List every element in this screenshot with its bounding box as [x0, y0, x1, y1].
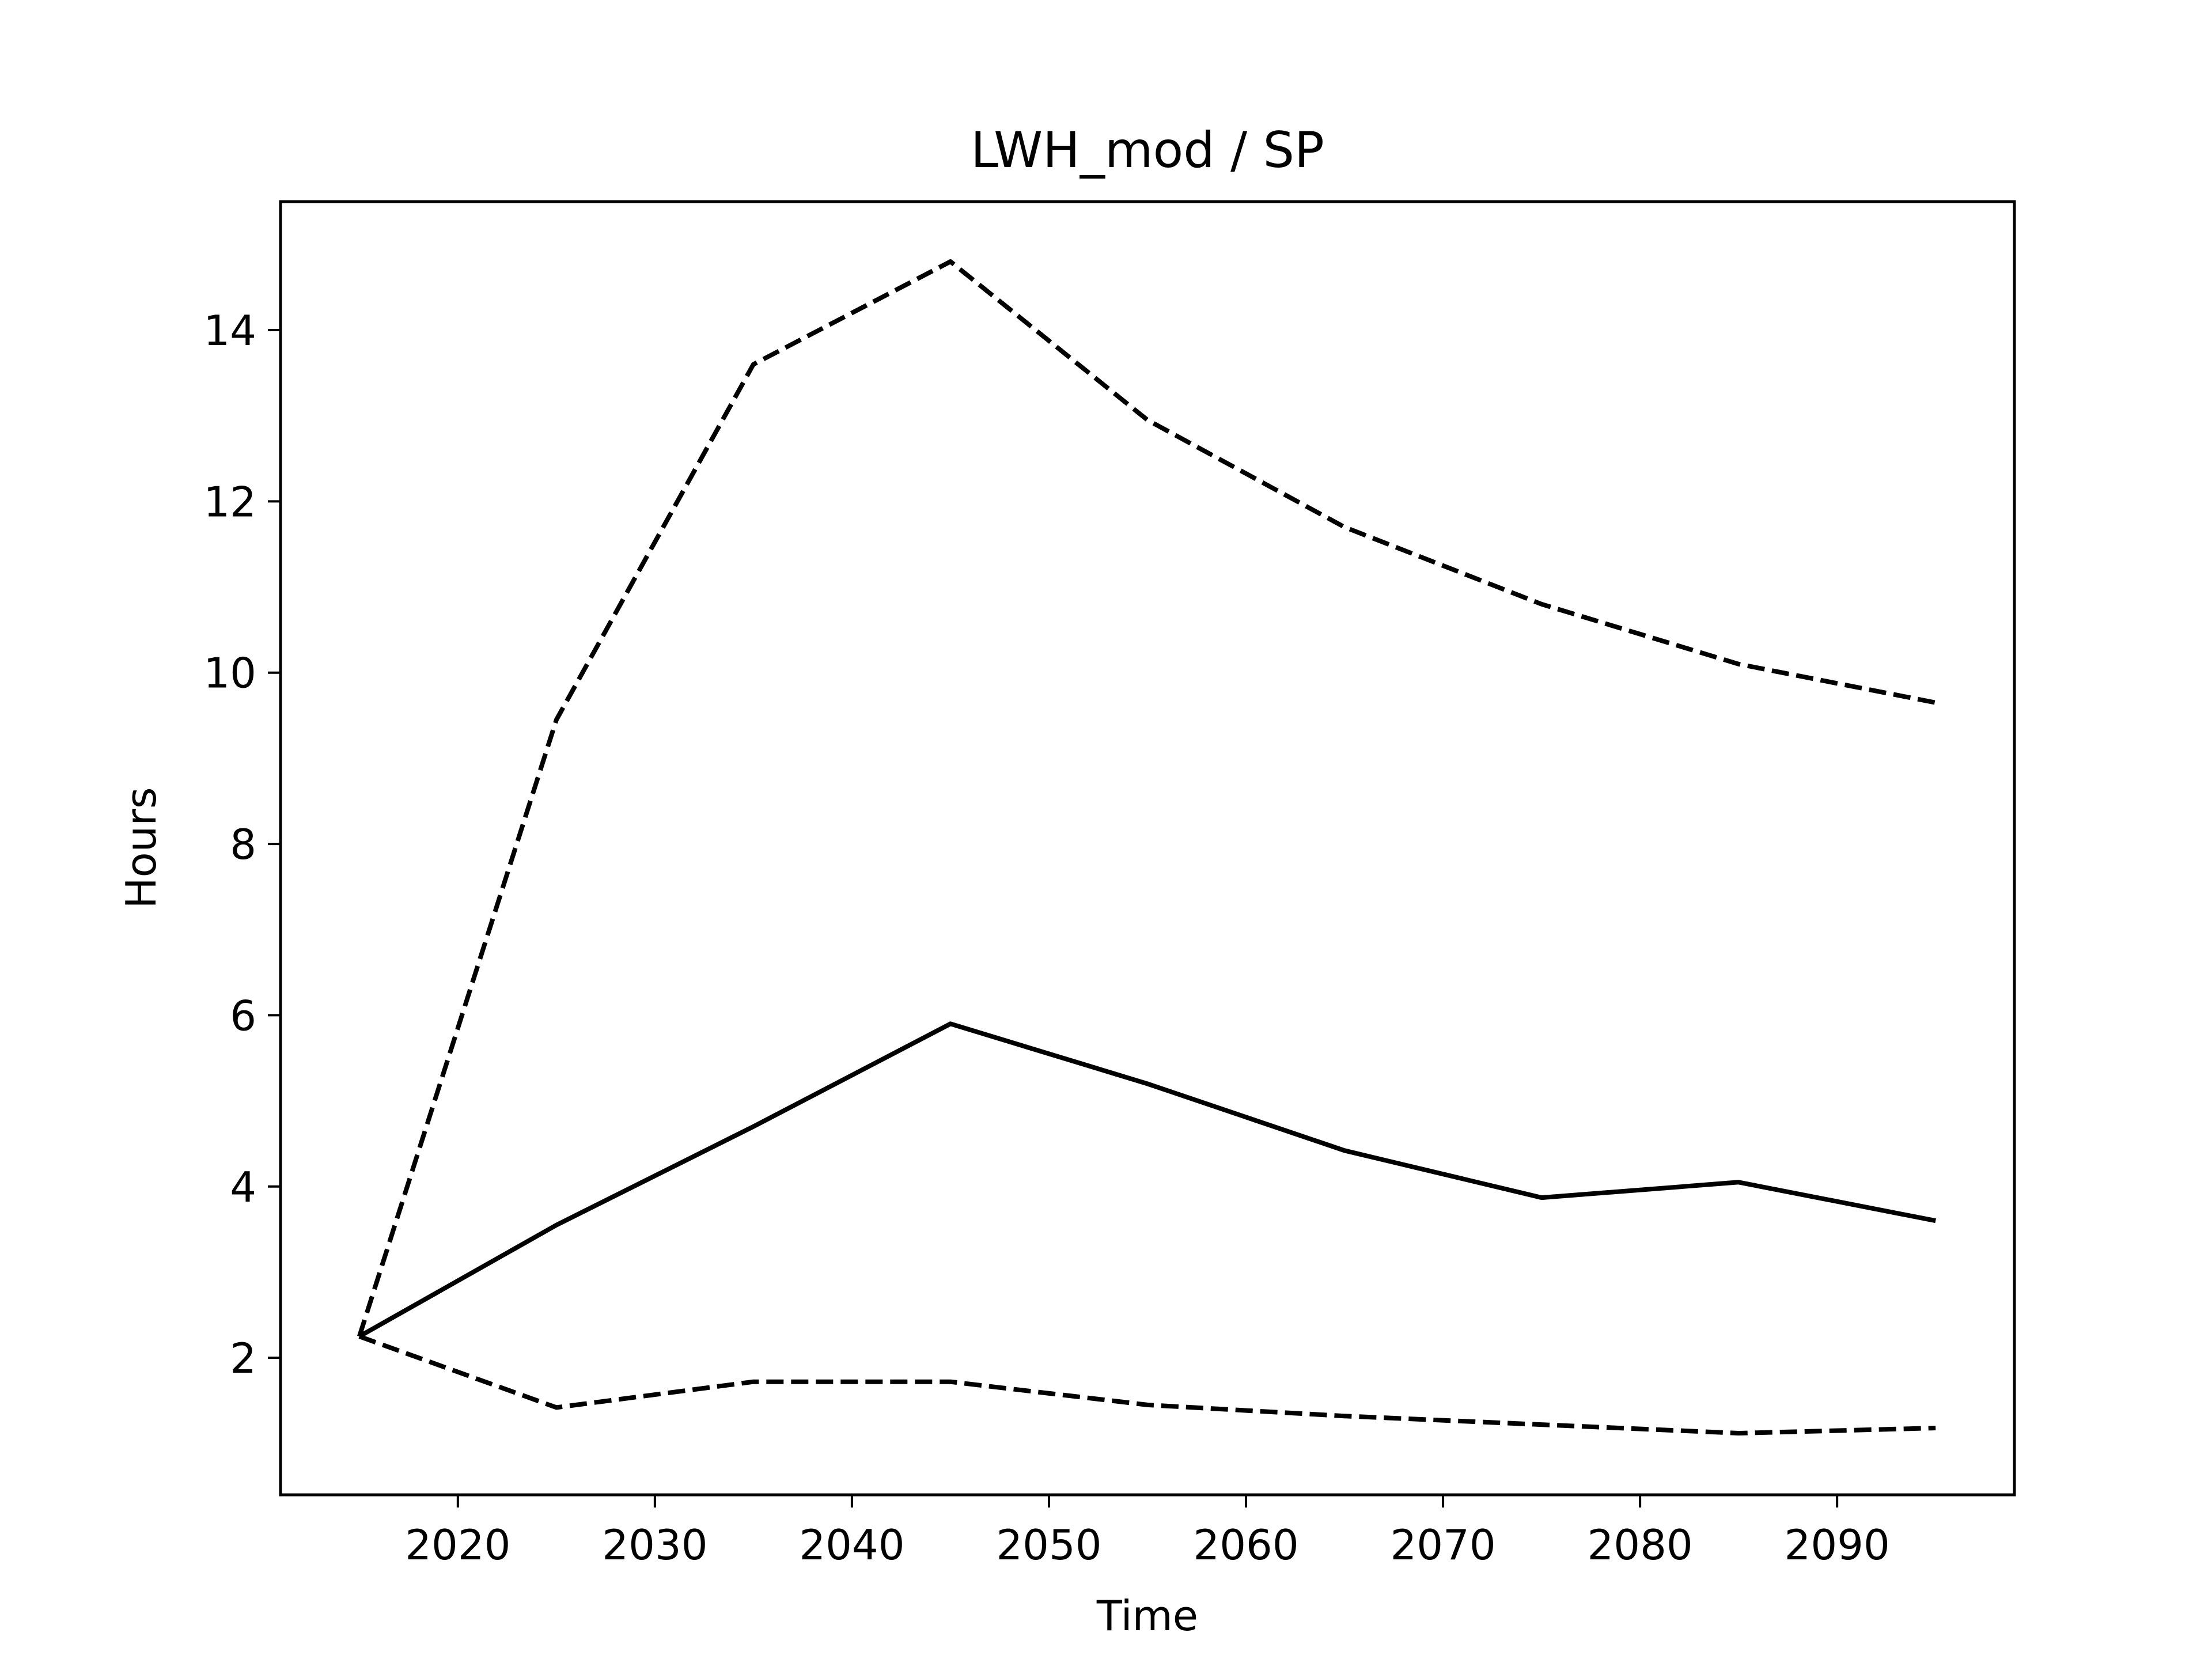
x-axis-ticks: 2020 2030 2040 2050 2060 2070 2080 2090: [405, 1495, 1890, 1569]
x-axis-label: Time: [1096, 1592, 1198, 1640]
chart-title: LWH_mod / SP: [971, 122, 1324, 179]
x-tick-label: 2020: [405, 1521, 510, 1569]
series-line-3-dashed: [358, 1334, 1936, 1435]
x-tick-label: 2080: [1587, 1521, 1692, 1569]
x-tick-label: 2030: [602, 1521, 707, 1569]
y-tick-label: 2: [230, 1334, 256, 1382]
x-tick-label: 2070: [1390, 1521, 1495, 1569]
y-tick-label: 6: [230, 991, 256, 1040]
x-tick-label: 2060: [1193, 1521, 1298, 1569]
x-tick-label: 2090: [1785, 1521, 1890, 1569]
series-line-1-dashed: [357, 259, 1936, 1338]
y-tick-label: 14: [203, 306, 256, 355]
y-tick-label: 12: [203, 478, 256, 526]
y-axis-label: Hours: [117, 787, 165, 909]
x-tick-label: 2050: [996, 1521, 1101, 1569]
series-group: [357, 259, 1936, 1435]
y-tick-label: 8: [230, 820, 256, 869]
y-tick-label: 4: [230, 1163, 256, 1211]
x-tick-label: 2040: [799, 1521, 904, 1569]
y-axis-ticks: 2 4 6 8 10 12 14: [203, 306, 281, 1382]
y-tick-label: 10: [203, 649, 256, 698]
plot-area-frame: [279, 200, 2016, 1497]
series-line-2-solid: [358, 1021, 1936, 1339]
